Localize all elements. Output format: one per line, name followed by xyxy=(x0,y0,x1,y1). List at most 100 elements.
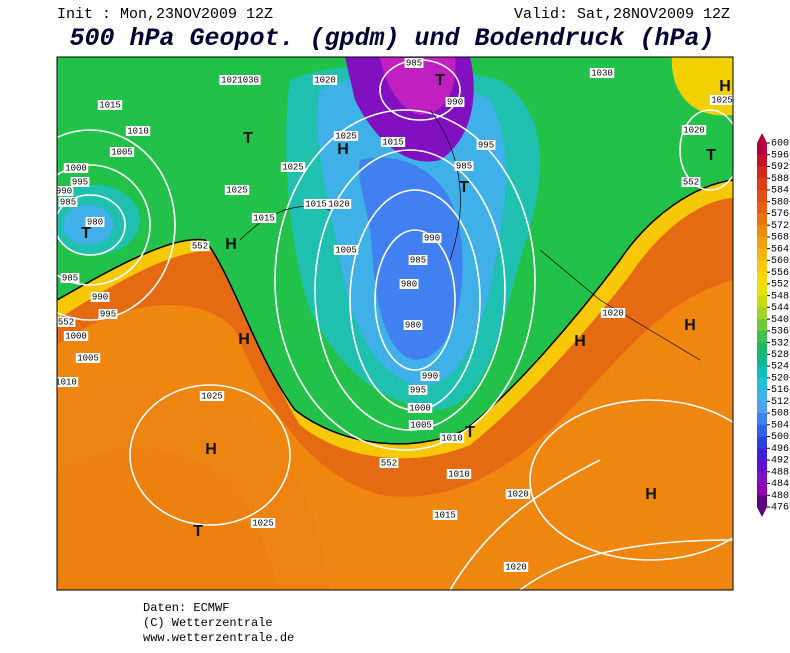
isobar-label-bg xyxy=(681,125,707,135)
title: 500 hPa Geopot. (gpdm) und Bodendruck (h… xyxy=(69,24,714,53)
isobar-label: 1000 xyxy=(409,403,431,413)
colorbar-label: 544 xyxy=(771,303,789,314)
colorbar-segment xyxy=(757,283,767,297)
colorbar-label: 568 xyxy=(771,233,789,244)
isobar-label: 1005 xyxy=(410,420,432,430)
isobar-label-bg xyxy=(600,308,626,318)
colorbar-label: 580 xyxy=(771,197,789,208)
isobar-label: 1015 xyxy=(99,100,121,110)
pressure-center: T xyxy=(193,523,203,540)
isobar-label: 1015 xyxy=(305,199,327,209)
colorbar-label: 536 xyxy=(771,327,789,338)
isobar-label: 1015 xyxy=(382,137,404,147)
colorbar-label: 560 xyxy=(771,256,789,267)
colorbar-label: 532 xyxy=(771,338,789,349)
colorbar-segment xyxy=(757,143,767,156)
colorbar-label: 492 xyxy=(771,456,789,467)
isobar-label-bg xyxy=(97,100,123,110)
isobar-label-bg xyxy=(404,58,424,68)
isobar-label-bg xyxy=(57,377,79,387)
colorbar-segment xyxy=(757,460,767,473)
colorbar-label: 496 xyxy=(771,444,789,455)
colorbar-label: 576 xyxy=(771,209,789,220)
colorbar-segment xyxy=(757,236,767,250)
isobar-label-bg xyxy=(85,217,105,227)
isobar-label: 980 xyxy=(401,279,417,289)
colorbar-segment xyxy=(757,389,767,402)
init-time: Init : Mon,23NOV2009 12Z xyxy=(57,6,273,23)
isobar-label-bg xyxy=(90,292,110,302)
isobar-label-bg xyxy=(380,137,406,147)
isobar-label-bg xyxy=(709,95,733,105)
isobar-label: 1025 xyxy=(252,518,274,528)
colorbar-segment xyxy=(757,272,767,285)
pressure-center: H xyxy=(719,78,731,95)
isobar-label-bg xyxy=(326,199,352,209)
isobar-label: 1000 xyxy=(65,331,87,341)
isobar-label: 1020 xyxy=(314,75,336,85)
isobar-label-bg xyxy=(420,371,440,381)
colorbar-label: 520 xyxy=(771,373,789,384)
isobar-label: 1010 xyxy=(55,377,77,387)
colorbar-segment xyxy=(757,154,767,167)
isobar-label-bg xyxy=(432,510,458,520)
isobar-label-bg xyxy=(109,147,135,157)
colorbar-segment xyxy=(757,260,767,273)
isobar-label-bg xyxy=(199,391,225,401)
footer-line: Daten: ECMWF xyxy=(143,601,229,615)
footer-line: (C) Wetterzentrale xyxy=(143,616,273,630)
colorbar-segment xyxy=(757,307,767,320)
pressure-center: H xyxy=(645,486,657,503)
pressure-center: H xyxy=(238,331,250,348)
isobar-label: 985 xyxy=(62,273,78,283)
colorbar-label: 524 xyxy=(771,362,789,373)
isobar-label: 980 xyxy=(405,320,421,330)
isobar-label-bg xyxy=(403,320,423,330)
isobar-label-bg xyxy=(57,317,76,327)
isobar-label: 1005 xyxy=(335,245,357,255)
colorbar-segment xyxy=(757,166,767,179)
isobar-label: 552 xyxy=(58,317,74,327)
isobar-label: 990 xyxy=(92,292,108,302)
isobar-label-bg xyxy=(439,433,465,443)
isobar-label: 1025 xyxy=(282,162,304,172)
colorbar-label: 592 xyxy=(771,162,789,173)
colorbar-segment xyxy=(757,354,767,367)
isobar-label-bg xyxy=(219,75,261,85)
isobar-label: 995 xyxy=(100,309,116,319)
isobar-label: 985 xyxy=(60,197,76,207)
isobar-label: 1005 xyxy=(77,353,99,363)
isobar-label-bg xyxy=(476,140,496,150)
colorbar-label: 488 xyxy=(771,467,789,478)
colorbar-label: 512 xyxy=(771,397,789,408)
isobar-label-bg xyxy=(408,255,428,265)
isobar-label-bg xyxy=(333,131,359,141)
isobar-label-bg xyxy=(454,161,474,171)
colorbar-segment xyxy=(757,330,767,344)
colorbar-segment xyxy=(757,319,767,332)
isobar-label-bg xyxy=(445,97,465,107)
colorbar-cap xyxy=(757,133,767,143)
isobar-label-bg xyxy=(681,177,701,187)
colorbar-label: 504 xyxy=(771,420,789,431)
colorbar-segment xyxy=(757,342,767,355)
colorbar-label: 540 xyxy=(771,315,789,326)
isobar-label: 1020 xyxy=(683,125,705,135)
isobar-label: 1015 xyxy=(253,213,275,223)
isobar-label: 1025 xyxy=(201,391,223,401)
pressure-center: T xyxy=(243,130,253,147)
isobar-label: 1025 xyxy=(226,185,248,195)
colorbar-label: 548 xyxy=(771,291,789,302)
pressure-center: H xyxy=(337,141,349,158)
colorbar-label: 584 xyxy=(771,186,789,197)
isobar-label: 1025 xyxy=(335,131,357,141)
isobar-label-bg xyxy=(251,213,277,223)
colorbar-segment xyxy=(757,201,767,214)
pressure-center: H xyxy=(205,441,217,458)
isobar-label-bg xyxy=(63,331,89,341)
colorbar-segment xyxy=(757,471,767,485)
pressure-center: T xyxy=(706,147,716,164)
footer-line: www.wetterzentrale.de xyxy=(143,631,294,645)
colorbar-label: 476 xyxy=(771,503,789,514)
